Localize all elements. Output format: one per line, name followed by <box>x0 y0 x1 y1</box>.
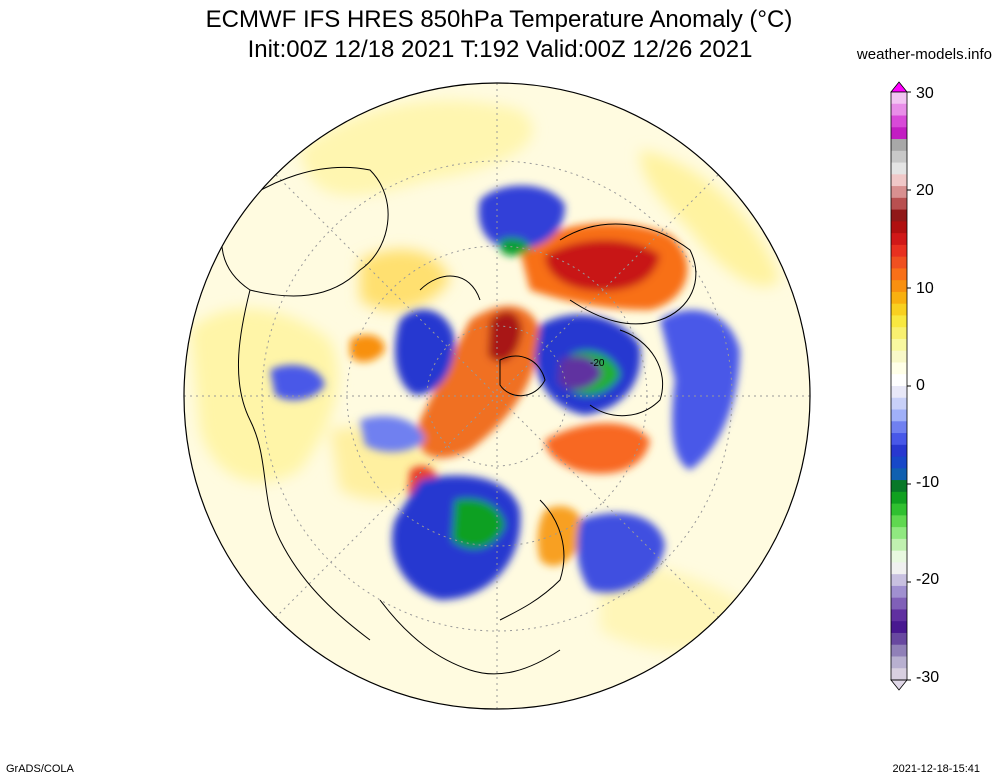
colorbar-swatch <box>891 115 907 128</box>
colorbar-swatch <box>891 386 907 399</box>
colorbar-swatch <box>891 338 907 352</box>
colorbar-swatch <box>891 103 907 117</box>
colorbar-swatch <box>891 327 907 340</box>
colorbar-swatch <box>891 433 907 446</box>
coastlines <box>221 166 697 675</box>
colorbar-swatch <box>891 538 907 552</box>
colorbar-swatch <box>891 315 907 328</box>
colorbar-swatch <box>891 668 907 681</box>
colorbar-swatch <box>891 609 907 622</box>
colorbar-swatch <box>891 597 907 610</box>
colorbar-swatch <box>891 574 907 587</box>
map-title: ECMWF IFS HRES 850hPa Temperature Anomal… <box>205 6 793 33</box>
colorbar-swatch <box>891 197 907 211</box>
colorbar-swatch <box>891 397 907 411</box>
colorbar-swatch <box>891 209 907 222</box>
colorbar-tick-label: -10 <box>916 474 940 491</box>
colorbar-swatch <box>891 409 907 422</box>
colorbar-swatch <box>891 256 907 269</box>
colorbar-swatch <box>891 303 907 316</box>
map-boundary <box>183 82 811 710</box>
colorbar-swatch <box>891 515 907 528</box>
colorbar-swatch <box>891 444 907 458</box>
colorbar-swatch <box>891 127 907 140</box>
colorbar-swatch <box>891 186 907 199</box>
colorbar-swatch <box>891 268 907 281</box>
colorbar-tick-label: -30 <box>916 669 940 686</box>
colorbar-swatch <box>891 585 907 599</box>
colorbar-swatch <box>891 150 907 164</box>
contour-label: -20 <box>590 358 605 369</box>
colorbar-swatch <box>891 632 907 646</box>
colorbar-tick-label: 20 <box>916 182 934 199</box>
colorbar-swatch <box>891 656 907 669</box>
graticule <box>184 83 810 709</box>
colorbar-swatch <box>891 291 907 305</box>
colorbar-tick-label: -20 <box>916 571 940 588</box>
colorbar-swatch <box>891 550 907 563</box>
colorbar-tick-label: 10 <box>916 280 934 297</box>
colorbar-swatch <box>891 644 907 657</box>
map-subtitle: Init:00Z 12/18 2021 T:192 Valid:00Z 12/2… <box>247 36 753 63</box>
colorbar-swatch <box>891 139 907 152</box>
colorbar-min-arrow <box>890 679 908 691</box>
colorbar-swatch <box>891 621 907 634</box>
colorbar <box>890 81 911 691</box>
colorbar-swatch <box>891 244 907 258</box>
colorbar-swatch <box>891 280 907 293</box>
colorbar-swatch <box>891 162 907 175</box>
colorbar-swatch <box>891 527 907 540</box>
anomaly-field <box>184 83 810 709</box>
colorbar-swatch <box>891 421 907 434</box>
colorbar-swatch <box>891 491 907 505</box>
colorbar-swatch <box>891 480 907 493</box>
source-credit: weather-models.info <box>856 46 992 63</box>
colorbar-swatch <box>891 362 907 375</box>
footer-timestamp: 2021-12-18-15:41 <box>892 763 980 775</box>
colorbar-tick-label: 30 <box>916 85 934 102</box>
colorbar-swatch <box>891 456 907 469</box>
weak-anomaly-areas <box>190 100 780 652</box>
colorbar-swatch <box>891 503 907 516</box>
colorbar-swatch <box>891 174 907 187</box>
colorbar-tick-label: 0 <box>916 377 925 394</box>
colorbar-swatch <box>891 562 907 575</box>
colorbar-swatch <box>891 350 907 363</box>
colorbar-swatch <box>891 221 907 234</box>
colorbar-swatch <box>891 233 907 246</box>
colorbar-swatch <box>891 468 907 481</box>
colorbar-max-arrow <box>890 81 908 93</box>
colorbar-swatch <box>891 92 907 105</box>
footer-software: GrADS/COLA <box>6 763 74 775</box>
colorbar-swatch <box>891 374 907 387</box>
